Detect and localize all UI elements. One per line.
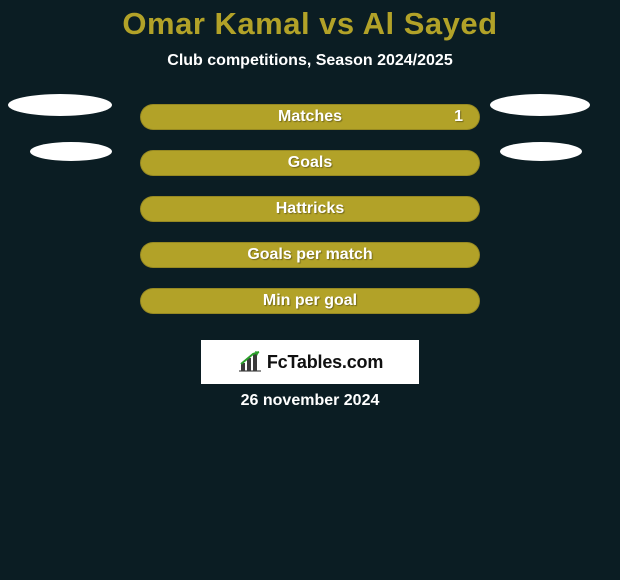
right-ellipse — [490, 94, 590, 116]
bar-chart-icon — [237, 351, 263, 373]
logo-text: FcTables.com — [267, 352, 383, 373]
stat-row: Goals per match — [0, 242, 620, 288]
stat-row: Min per goal — [0, 288, 620, 334]
stat-bar: Min per goal — [140, 288, 480, 314]
stat-bar: Goals per match — [140, 242, 480, 268]
stat-row: Goals — [0, 150, 620, 196]
stat-label: Matches — [141, 105, 479, 129]
stat-value-right: 1 — [454, 105, 463, 129]
left-ellipse — [8, 94, 112, 116]
stat-label: Goals per match — [141, 243, 479, 267]
stat-bar: Matches1 — [140, 104, 480, 130]
stat-bar: Goals — [140, 150, 480, 176]
stat-row: Hattricks — [0, 196, 620, 242]
stat-label: Hattricks — [141, 197, 479, 221]
generation-date: 26 november 2024 — [0, 392, 620, 410]
comparison-chart: Matches1 Goals Hattricks Goals per match Min… — [0, 104, 620, 334]
fctables-logo: FcTables.com — [201, 340, 419, 384]
stat-label: Goals — [141, 151, 479, 175]
left-ellipse — [30, 142, 112, 161]
page-title: Omar Kamal vs Al Sayed — [0, 0, 620, 42]
right-ellipse — [500, 142, 582, 161]
stat-bar: Hattricks — [140, 196, 480, 222]
stat-label: Min per goal — [141, 289, 479, 313]
subtitle: Club competitions, Season 2024/2025 — [0, 52, 620, 70]
